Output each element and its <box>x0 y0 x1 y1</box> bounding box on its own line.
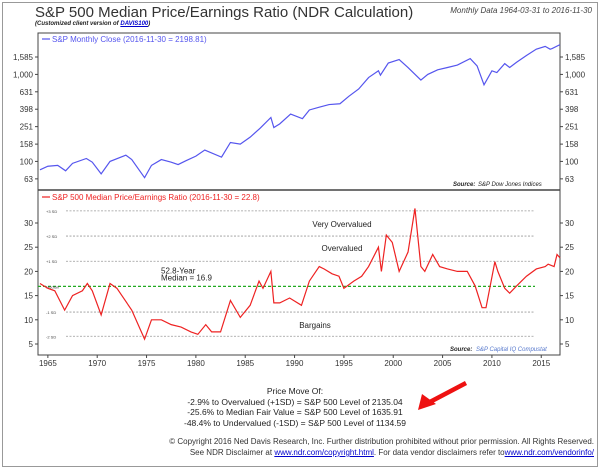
y-tick-label-left: 251 <box>20 123 34 132</box>
y-tick-label-right: 1,585 <box>565 53 586 62</box>
y-tick-label-left: 25 <box>24 243 33 252</box>
x-tick-label: 2000 <box>384 359 402 368</box>
y-tick-label-right: 15 <box>565 292 574 301</box>
panel-border <box>37 32 561 356</box>
y-tick-label-left: 5 <box>29 340 34 349</box>
subtitle-suffix: ) <box>148 21 151 27</box>
chart-title: S&P 500 Median Price/Earnings Ratio (NDR… <box>35 4 414 21</box>
note-median: -25.6% to Median Fair Value = S&P 500 Le… <box>187 407 403 417</box>
red-arrow-shaft <box>426 381 468 405</box>
y-tick-label-left: 10 <box>24 316 33 325</box>
y-tick-label-left: 398 <box>20 105 34 114</box>
x-tick-label: 2005 <box>434 359 452 368</box>
notes-heading: Price Move Of: <box>266 386 324 396</box>
median-label-years: 52.8-Year <box>161 266 196 275</box>
y-tick-label-left: 1,585 <box>13 53 34 62</box>
source-label-top: Source: <box>453 182 475 188</box>
y-tick-label-right: 25 <box>565 243 574 252</box>
x-tick-label: 1975 <box>138 359 156 368</box>
x-tick-label: 1980 <box>187 359 205 368</box>
y-tick-label-right: 1,000 <box>565 70 586 79</box>
y-tick-label-left: 158 <box>20 140 34 149</box>
sd-band-label: +3 SD <box>46 209 57 214</box>
y-tick-label-right: 100 <box>565 157 579 166</box>
y-tick-label-right: 10 <box>565 316 574 325</box>
zone-label-very-overvalued: Very Overvalued <box>312 220 371 229</box>
sd-band-label: -1 SD <box>46 310 56 315</box>
y-tick-label-left: 100 <box>20 157 34 166</box>
median-label-value: Median = 16.9 <box>161 274 212 283</box>
y-tick-label-left: 15 <box>24 292 33 301</box>
source-bottom: S&P Capital IQ Compustat <box>476 347 547 353</box>
legend-spx: S&P Monthly Close (2016-11-30 = 2198.81) <box>52 35 207 44</box>
copyright-link[interactable]: www.ndr.com/copyright.html <box>274 448 374 457</box>
y-tick-label-right: 251 <box>565 123 579 132</box>
davis100-link[interactable]: DAVIS100 <box>120 21 149 27</box>
copyright: © Copyright 2016 Ned Davis Research, Inc… <box>169 437 594 446</box>
legend-pe: S&P 500 Median Price/Earnings Ratio (201… <box>52 193 260 202</box>
disclaimer: See NDR Disclaimer at www.ndr.com/copyri… <box>34 447 594 458</box>
price-move-notes: Price Move Of: -2.9% to Overvalued (+1SD… <box>130 386 460 428</box>
disclaimer-prefix: See NDR Disclaimer at <box>189 448 275 457</box>
x-tick-label: 1970 <box>88 359 106 368</box>
x-tick-label: 2015 <box>532 359 550 368</box>
sd-band-label: -2 SD <box>46 334 56 339</box>
zone-label-overvalued: Overvalued <box>322 244 363 253</box>
x-tick-label: 1995 <box>335 359 353 368</box>
note-undervalued: -48.4% to Undervalued (-1SD) = S&P 500 L… <box>183 417 406 428</box>
y-tick-label-left: 631 <box>20 88 34 97</box>
y-tick-label-right: 631 <box>565 88 579 97</box>
y-tick-label-right: 20 <box>565 267 574 276</box>
y-tick-label-left: 20 <box>24 267 33 276</box>
y-tick-label-right: 30 <box>565 219 574 228</box>
source-label-bottom: Source: <box>450 347 472 353</box>
footer: © Copyright 2016 Ned Davis Research, Inc… <box>34 436 594 458</box>
sd-band-label: +2 SD <box>46 234 57 239</box>
x-tick-label: 1965 <box>39 359 57 368</box>
x-tick-label: 1990 <box>286 359 304 368</box>
y-tick-label-right: 63 <box>565 175 574 184</box>
chart-subtitle: (Customized client version of DAVIS100) <box>35 21 150 27</box>
disclaimer-mid: . For data vendor disclaimers refer to <box>373 448 505 457</box>
date-range: Monthly Data 1964-03-31 to 2016-11-30 <box>450 6 592 15</box>
x-tick-label: 1985 <box>236 359 254 368</box>
zone-label-bargains: Bargains <box>299 321 331 330</box>
spx-line <box>39 44 561 179</box>
y-tick-label-right: 158 <box>565 140 579 149</box>
y-tick-label-left: 63 <box>24 175 33 184</box>
sd-band-label: +1 SD <box>46 259 57 264</box>
y-tick-label-right: 398 <box>565 105 579 114</box>
subtitle-prefix: (Customized client version of <box>35 21 121 27</box>
source-top: S&P Dow Jones Indices <box>478 182 542 188</box>
red-arrow-head-icon <box>418 394 436 410</box>
sd-band-label: Median <box>46 284 59 289</box>
pe-line <box>39 208 561 341</box>
y-tick-label-right: 5 <box>565 340 570 349</box>
vendorinfo-link[interactable]: www.ndr.com/vendorinfo/ <box>504 448 594 457</box>
y-tick-label-left: 30 <box>24 219 33 228</box>
x-tick-label: 2010 <box>483 359 501 368</box>
note-overvalued: -2.9% to Overvalued (+1SD) = S&P 500 Lev… <box>187 396 403 407</box>
y-tick-label-left: 1,000 <box>13 70 34 79</box>
